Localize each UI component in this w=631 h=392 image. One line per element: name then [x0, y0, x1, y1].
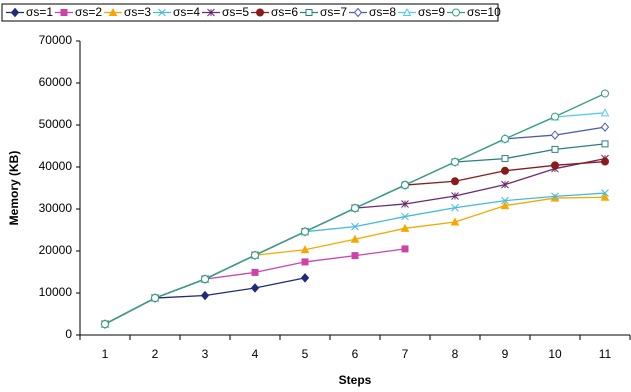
x-tick-label: 11 [599, 347, 612, 361]
y-tick-label: 60000 [39, 75, 73, 89]
marker [401, 181, 409, 190]
legend-label: σs=2 [75, 5, 102, 19]
x-tick-label: 9 [502, 347, 509, 361]
x-tick-label: 10 [548, 347, 562, 361]
series-line [104, 112, 606, 325]
marker [250, 283, 260, 293]
y-tick-label: 10000 [39, 285, 73, 299]
marker [401, 212, 409, 221]
marker [101, 320, 109, 329]
x-tick-label: 5 [302, 347, 309, 361]
marker [305, 9, 313, 16]
x-tick-label: 3 [202, 347, 209, 361]
x-tick-label: 8 [452, 347, 459, 361]
marker [551, 112, 559, 121]
marker [256, 8, 264, 17]
marker [300, 273, 310, 283]
marker [451, 157, 459, 166]
legend-label: σs=3 [124, 5, 151, 19]
marker [301, 227, 309, 236]
series [100, 108, 610, 328]
marker [400, 223, 410, 232]
marker [402, 7, 412, 16]
legend-label: σs=6 [271, 5, 298, 19]
marker [550, 130, 560, 140]
marker [501, 166, 509, 175]
x-axis-label: Steps [339, 373, 372, 387]
marker [451, 192, 459, 200]
marker [601, 157, 609, 166]
legend-label: σs=9 [418, 5, 445, 19]
series [101, 89, 609, 329]
marker [401, 200, 409, 208]
marker [450, 217, 460, 226]
y-tick-label: 40000 [39, 159, 73, 173]
marker [600, 108, 610, 117]
y-tick-label: 0 [65, 327, 72, 341]
marker [601, 140, 609, 148]
marker [350, 234, 360, 243]
y-tick-label: 30000 [39, 201, 73, 215]
marker [351, 252, 359, 260]
marker [301, 258, 309, 266]
y-tick-label: 70000 [39, 33, 73, 47]
y-tick-label: 20000 [39, 243, 73, 257]
y-tick-label: 50000 [39, 117, 73, 131]
marker [601, 89, 609, 98]
marker [353, 7, 363, 18]
marker [601, 189, 609, 197]
marker [251, 251, 259, 260]
marker [351, 204, 359, 213]
series-line [104, 277, 306, 325]
marker [300, 245, 310, 254]
series-line [104, 126, 606, 325]
marker [60, 9, 68, 16]
marker [401, 245, 409, 253]
series [101, 157, 609, 329]
legend-label: σs=8 [369, 5, 396, 19]
marker [351, 222, 359, 231]
marker [151, 294, 159, 303]
legend-label: σs=1 [26, 5, 53, 19]
x-tick-label: 4 [252, 347, 259, 361]
marker [501, 134, 509, 143]
marker [108, 7, 118, 16]
marker [600, 122, 610, 132]
marker [451, 177, 459, 186]
marker [251, 268, 259, 276]
marker [200, 290, 210, 301]
series-line [104, 160, 606, 325]
legend-label: σs=10 [467, 5, 501, 19]
marker [207, 8, 215, 17]
marker [551, 192, 559, 201]
marker [551, 145, 559, 153]
legend-label: σs=4 [173, 5, 200, 19]
legend-label: σs=5 [222, 5, 249, 19]
marker [158, 8, 166, 17]
marker [10, 7, 20, 18]
marker [551, 161, 559, 170]
legend-box [1, 3, 499, 22]
marker [500, 201, 510, 210]
series-line [104, 196, 606, 325]
y-axis-label: Memory (KB) [7, 151, 21, 226]
marker [451, 203, 459, 212]
x-tick-label: 2 [152, 347, 159, 361]
marker [452, 8, 460, 17]
marker [501, 196, 509, 205]
x-tick-label: 7 [402, 347, 409, 361]
x-tick-label: 1 [102, 347, 109, 361]
series [100, 192, 610, 328]
marker [201, 275, 209, 284]
x-tick-label: 6 [352, 347, 359, 361]
marker [600, 192, 610, 201]
series [101, 140, 609, 328]
legend-label: σs=7 [320, 5, 347, 19]
marker [501, 155, 509, 163]
marker [501, 180, 509, 189]
